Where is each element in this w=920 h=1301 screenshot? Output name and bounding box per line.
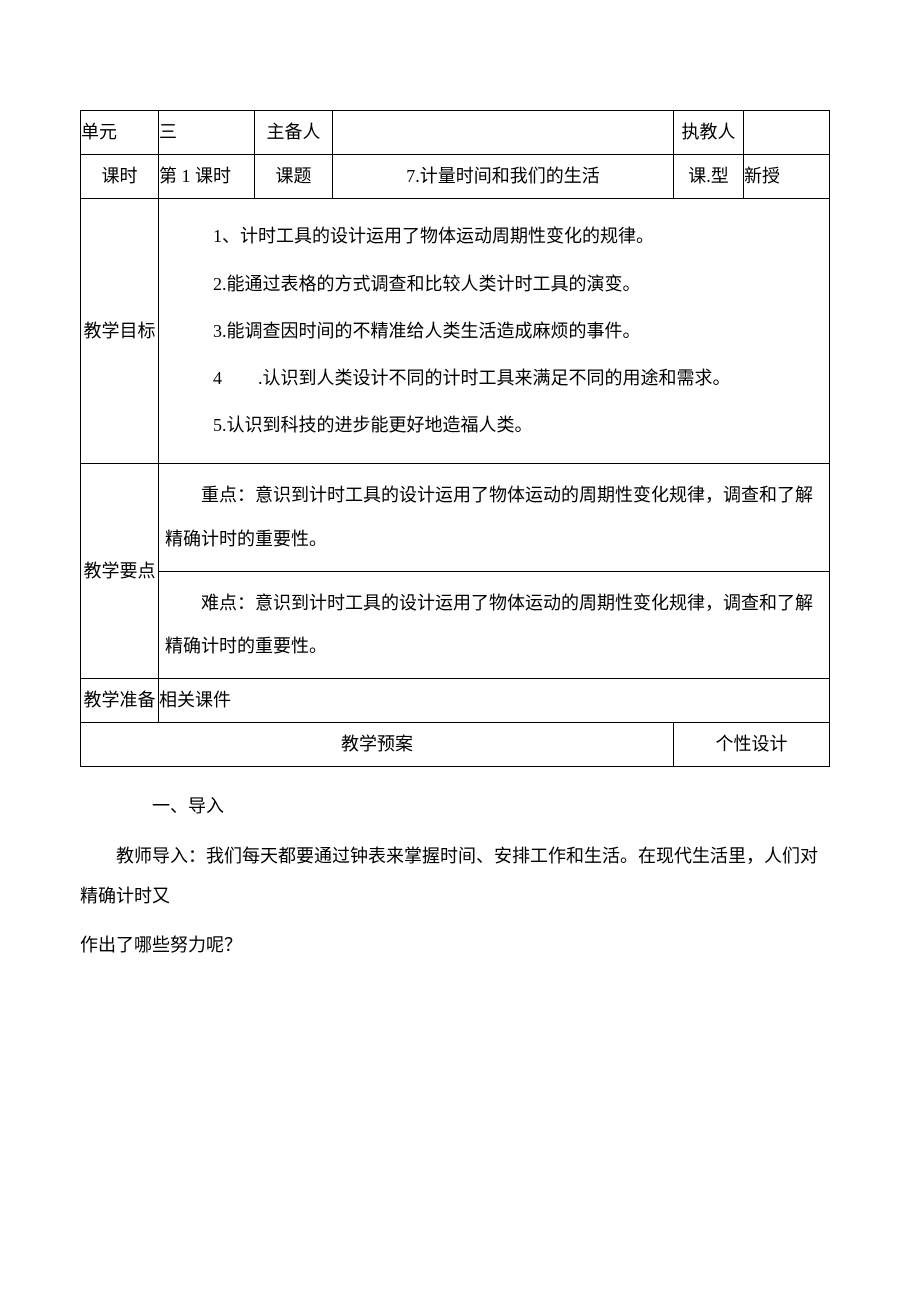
body-p2: 教师导入：我们每天都要通过钟表来掌握时间、安排工作和生活。在现代生活里，人们对精… xyxy=(80,837,830,916)
prep-label: 教学准备 xyxy=(84,690,156,710)
design-label: 个性设计 xyxy=(716,734,788,754)
document-page: 单元 三 主备人 执教人 课时 第 1 课时 课题 7.计量时间和我们的生活 课… xyxy=(0,0,920,1026)
objective-item: 5.认识到科技的进步能更好地造福人类。 xyxy=(177,404,819,447)
body-p3: 作出了哪些努力呢？ xyxy=(80,926,830,966)
type-label: 课.型 xyxy=(688,166,729,186)
objective-item: 2.能通过表格的方式调查和比较人类计时工具的演变。 xyxy=(177,263,819,306)
objectives-label-cell: 教学目标 xyxy=(81,199,159,464)
objective-item: 3.能调查因时间的不精准给人类生活造成麻烦的事件。 xyxy=(177,310,819,353)
period-value: 第 1 课时 xyxy=(159,166,231,186)
teacher-value-cell xyxy=(744,111,830,155)
topic-label-cell: 课题 xyxy=(255,155,333,199)
type-value: 新授 xyxy=(744,166,780,186)
plan-label: 教学预案 xyxy=(341,734,413,754)
unit-value: 三 xyxy=(159,122,177,142)
period-value-cell: 第 1 课时 xyxy=(159,155,255,199)
topic-value-cell: 7.计量时间和我们的生活 xyxy=(333,155,674,199)
prep-value: 相关课件 xyxy=(159,690,231,710)
prep-person-label: 主备人 xyxy=(267,122,321,142)
topic-label: 课题 xyxy=(276,166,312,186)
focus-text: 重点：意识到计时工具的设计运用了物体运动的周期性变化规律，调查和了解精确计时的重… xyxy=(165,474,821,560)
body-text: 一、导入 教师导入：我们每天都要通过钟表来掌握时间、安排工作和生活。在现代生活里… xyxy=(80,787,830,965)
topic-value: 7.计量时间和我们的生活 xyxy=(406,166,600,186)
body-p1: 一、导入 xyxy=(80,787,830,827)
objective-item: 4 .认识到人类设计不同的计时工具来满足不同的用途和需求。 xyxy=(177,357,819,400)
prep-person-label-cell: 主备人 xyxy=(255,111,333,155)
teacher-label-cell: 执教人 xyxy=(674,111,744,155)
period-label-cell: 课时 xyxy=(81,155,159,199)
keypoints-label-cell: 教学要点 xyxy=(81,464,159,679)
type-value-cell: 新授 xyxy=(744,155,830,199)
prep-value-cell: 相关课件 xyxy=(159,679,830,723)
unit-label: 单元 xyxy=(81,122,117,142)
lesson-plan-table: 单元 三 主备人 执教人 课时 第 1 课时 课题 7.计量时间和我们的生活 课… xyxy=(80,110,830,767)
difficulty-text: 难点：意识到计时工具的设计运用了物体运动的周期性变化规律，调查和了解精确计时的重… xyxy=(165,582,821,668)
difficulty-cell: 难点：意识到计时工具的设计运用了物体运动的周期性变化规律，调查和了解精确计时的重… xyxy=(159,571,830,678)
type-label-cell: 课.型 xyxy=(674,155,744,199)
design-label-cell: 个性设计 xyxy=(674,723,830,767)
prep-label-cell: 教学准备 xyxy=(81,679,159,723)
unit-label-cell: 单元 xyxy=(81,111,159,155)
prep-person-value-cell xyxy=(333,111,674,155)
keypoints-label: 教学要点 xyxy=(84,561,156,581)
period-label: 课时 xyxy=(102,166,138,186)
objectives-content-cell: 1、计时工具的设计运用了物体运动周期性变化的规律。 2.能通过表格的方式调查和比… xyxy=(159,199,830,464)
objective-item: 1、计时工具的设计运用了物体运动周期性变化的规律。 xyxy=(177,215,819,258)
teacher-label: 执教人 xyxy=(682,122,736,142)
focus-cell: 重点：意识到计时工具的设计运用了物体运动的周期性变化规律，调查和了解精确计时的重… xyxy=(159,464,830,571)
plan-label-cell: 教学预案 xyxy=(81,723,674,767)
objectives-label: 教学目标 xyxy=(84,321,156,341)
unit-value-cell: 三 xyxy=(159,111,255,155)
